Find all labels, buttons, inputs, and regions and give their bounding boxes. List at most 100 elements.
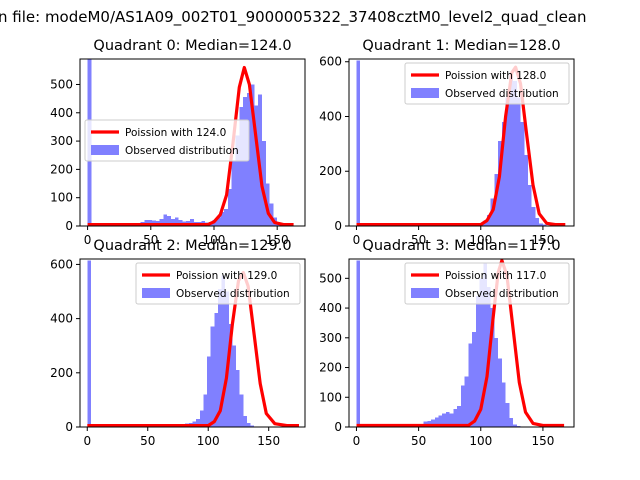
histogram-bar [449, 413, 454, 427]
histogram-bar [539, 223, 543, 226]
histogram-bar [434, 417, 439, 427]
histogram-bar [250, 425, 255, 427]
histogram-bar [472, 331, 476, 427]
x-tick-label: 50 [411, 434, 426, 448]
histogram-bar [243, 416, 247, 427]
histogram-bar [483, 263, 487, 427]
histogram-bar [217, 288, 222, 427]
histogram-bar [486, 215, 491, 226]
y-tick-label: 0 [334, 219, 342, 233]
quadrant-1-panel: 0 50 100 150 0 200 400 600 Quadrant 1: Median=12… [319, 38, 575, 247]
histogram-bar [159, 218, 164, 226]
histogram-bar [509, 418, 514, 427]
histogram-bar [178, 219, 183, 226]
y-tick-label: 400 [50, 312, 73, 326]
histogram-bar [490, 308, 495, 427]
histogram-bar [262, 141, 266, 226]
legend-box [135, 262, 301, 305]
histogram-bar [250, 84, 255, 226]
histogram-bar [207, 356, 211, 427]
x-tick-label: 100 [203, 233, 226, 247]
y-tick-label: 200 [319, 361, 342, 375]
histogram-bar [239, 107, 244, 226]
legend-hist-label: Observed distribution [125, 145, 239, 157]
legend-hist-label: Observed distribution [176, 288, 290, 300]
quadrant-0-title: Quadrant 0: Median=124.0 [93, 38, 291, 54]
histogram-bar [235, 135, 240, 226]
legend-hist-label: Observed distribution [445, 88, 559, 100]
histogram-bar [460, 385, 465, 427]
histogram-bar [356, 60, 361, 226]
y-tick-label: 600 [319, 55, 342, 69]
quadrant-3-panel: 0 50 100 150 0 100 200 300 400 500 Quadrant 3: Med… [319, 238, 575, 448]
histogram-bar [475, 296, 480, 427]
legend-box [404, 262, 570, 305]
histogram-bar [535, 217, 540, 226]
y-tick-label: 400 [50, 106, 73, 120]
histogram-bar [243, 97, 247, 226]
x-tick-label: 150 [531, 233, 554, 247]
x-tick-label: 50 [411, 233, 426, 247]
legend-hist-swatch [142, 288, 170, 298]
histogram-bar [87, 260, 91, 427]
histogram-bar [498, 141, 502, 226]
plot-area [356, 259, 565, 427]
x-tick-label: 0 [83, 434, 91, 448]
legend: Poission with 129.0 Observed distribution [135, 262, 301, 305]
histogram-bar [442, 413, 446, 427]
histogram-bar [163, 214, 168, 226]
x-tick-label: 0 [84, 233, 92, 247]
histogram-bar [210, 326, 215, 427]
axes-frame [348, 258, 575, 428]
histogram-bar [246, 422, 251, 427]
y-tick-label: 300 [50, 134, 73, 148]
y-tick-label: 500 [50, 77, 73, 91]
legend-box [404, 62, 570, 105]
quadrant-1-title: Quadrant 1: Median=128.0 [362, 38, 560, 54]
histogram-bar [239, 394, 244, 427]
y-tick-label: 200 [50, 366, 73, 380]
legend-box [84, 119, 250, 162]
y-tick-label: 100 [50, 191, 73, 205]
histogram-bar [148, 219, 153, 226]
histogram-bar [457, 406, 461, 427]
histogram-bar [203, 394, 208, 427]
quadrant-3-title: Quadrant 3: Median=117.0 [362, 238, 560, 254]
x-tick-label: 0 [353, 233, 361, 247]
quadrant-2-panel: 0 50 100 150 0 200 400 600 Quadrant 2: Median=12… [50, 238, 306, 448]
histogram-bar [524, 154, 529, 226]
histogram-bar [501, 382, 506, 427]
plot-area [87, 260, 299, 427]
histogram-bar [513, 80, 517, 226]
histogram-bar [224, 209, 228, 226]
histogram-bar [438, 415, 443, 427]
histogram-bar [189, 219, 194, 226]
histogram-bar [513, 424, 517, 427]
histogram-bar [174, 217, 179, 226]
axes-frame [348, 58, 575, 227]
histogram-bar [199, 410, 204, 427]
histogram-bar [269, 203, 274, 226]
quadrant-0-panel: 0 50 100 150 0 100 200 300 400 500 Quadrant 0: Med… [50, 38, 306, 247]
x-tick-label: 100 [197, 434, 220, 448]
legend-curve-label: Poission with 129.0 [176, 270, 277, 282]
histogram-bar [254, 105, 259, 226]
y-tick-label: 0 [334, 420, 342, 434]
y-tick-label: 0 [65, 420, 73, 434]
x-tick-label: 0 [353, 434, 361, 448]
histogram-bar [505, 97, 510, 226]
x-tick-label: 100 [469, 434, 492, 448]
histogram-bar [236, 370, 240, 427]
histogram-bar [509, 72, 514, 226]
histogram-bar [445, 412, 450, 427]
histogram-bar [516, 97, 521, 226]
y-tick-label: 0 [65, 219, 73, 233]
histogram-bar [464, 376, 469, 427]
legend: Poission with 128.0 Observed distribution [404, 62, 570, 105]
legend-hist-swatch [411, 88, 439, 98]
quadrant-2-title: Quadrant 2: Median=129.0 [93, 238, 291, 254]
histogram-bar [216, 217, 221, 226]
histogram-bar [227, 189, 232, 226]
